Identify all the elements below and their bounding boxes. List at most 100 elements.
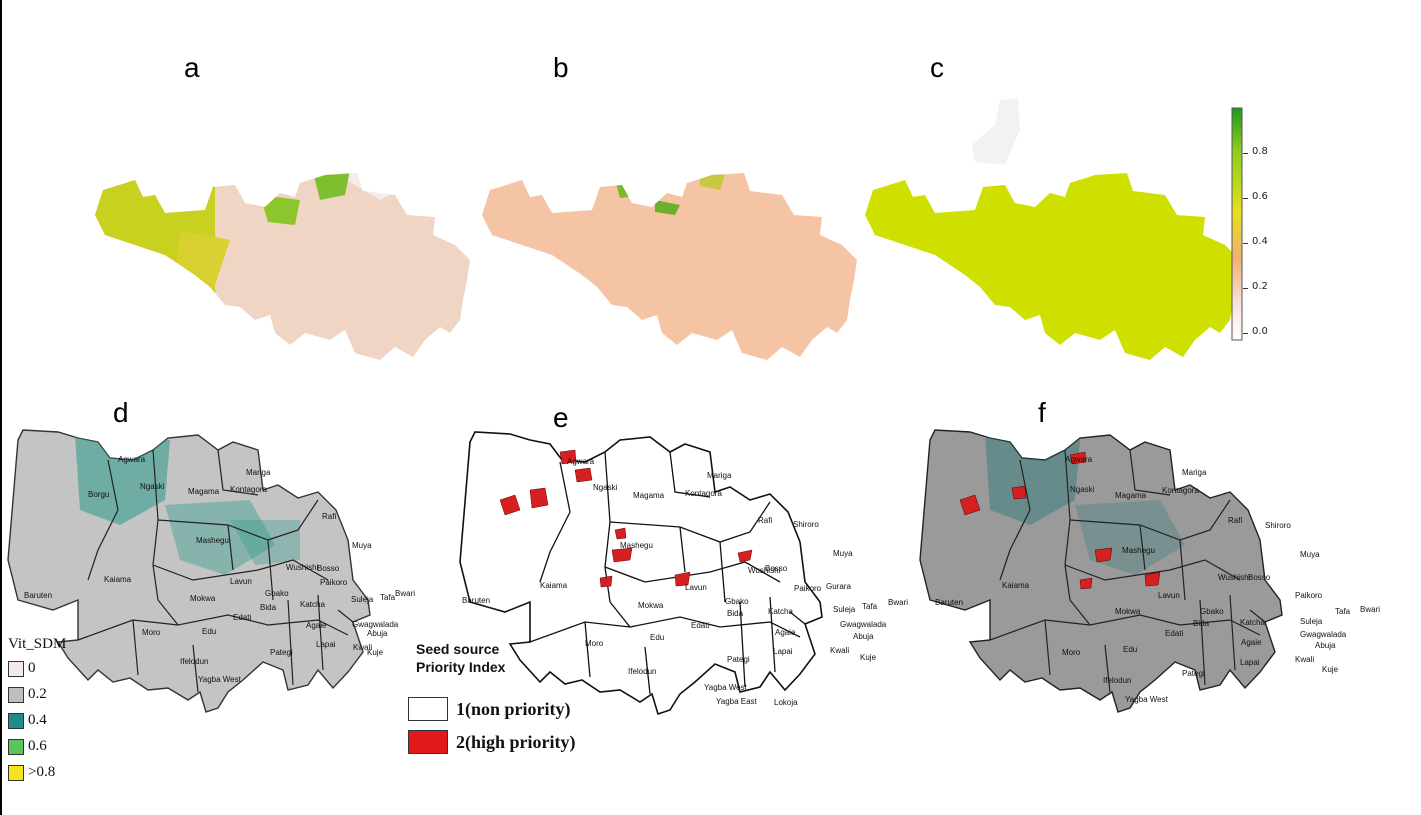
panel-label-a: a <box>184 52 200 83</box>
svg-text:Lavun: Lavun <box>1158 591 1180 600</box>
seed-legend-title: Seed source Priority Index <box>416 640 505 676</box>
svg-text:Bosso: Bosso <box>317 564 340 573</box>
colorbar-tick-label: 0.6 <box>1252 191 1268 202</box>
svg-text:Kwali: Kwali <box>353 643 372 652</box>
svg-text:Katcha: Katcha <box>768 607 793 616</box>
svg-text:Agaie: Agaie <box>306 621 327 630</box>
svg-text:Muya: Muya <box>352 541 372 550</box>
svg-text:Yagba West: Yagba West <box>198 675 242 684</box>
svg-text:Rafi: Rafi <box>322 512 336 521</box>
colorbar-gradient <box>1231 107 1243 341</box>
svg-text:Lavun: Lavun <box>230 577 252 586</box>
svg-text:Gbako: Gbako <box>265 589 289 598</box>
legend-item-label: 0 <box>28 660 36 676</box>
legend-swatch <box>8 660 24 677</box>
svg-text:Ngaski: Ngaski <box>1070 485 1095 494</box>
svg-text:Baruten: Baruten <box>935 598 963 607</box>
svg-text:Rafi: Rafi <box>758 516 772 525</box>
svg-text:Edu: Edu <box>202 627 216 636</box>
svg-text:Suleja: Suleja <box>833 605 856 614</box>
svg-text:Edati: Edati <box>233 613 251 622</box>
svg-text:Kuje: Kuje <box>1322 665 1339 674</box>
svg-text:Mokwa: Mokwa <box>190 594 216 603</box>
svg-text:Kuje: Kuje <box>860 653 877 662</box>
svg-text:Tafa: Tafa <box>862 602 878 611</box>
svg-text:Gwagwalada: Gwagwalada <box>840 620 887 629</box>
svg-text:Edu: Edu <box>1123 645 1137 654</box>
svg-text:Yagba West: Yagba West <box>704 683 748 692</box>
svg-text:Moro: Moro <box>585 639 604 648</box>
legend-item: 0.6 <box>8 738 47 755</box>
panel-d-map: Agwara Borgu Ngaski Magama Mariga Kontag… <box>7 429 415 713</box>
svg-text:Kuje: Kuje <box>367 648 384 657</box>
svg-text:Suleja: Suleja <box>351 595 374 604</box>
svg-text:Ifelodun: Ifelodun <box>180 657 208 666</box>
svg-text:Agwara: Agwara <box>118 455 146 464</box>
svg-text:Moro: Moro <box>1062 648 1081 657</box>
seed-legend-title-line2: Priority Index <box>416 659 506 675</box>
svg-text:Agaie: Agaie <box>775 628 796 637</box>
panel-label-e: e <box>553 402 569 433</box>
svg-text:Yagba East: Yagba East <box>716 697 758 706</box>
svg-text:Wushishi: Wushishi <box>748 566 781 575</box>
svg-text:Suleja: Suleja <box>1300 617 1323 626</box>
svg-text:Mokwa: Mokwa <box>638 601 664 610</box>
svg-text:Magama: Magama <box>633 491 665 500</box>
svg-text:Lapai: Lapai <box>773 647 793 656</box>
svg-text:Ifelodun: Ifelodun <box>628 667 656 676</box>
svg-text:Pategi: Pategi <box>1182 669 1205 678</box>
panel-c-map <box>865 98 1240 360</box>
seed-legend-swatch <box>408 730 448 754</box>
svg-text:Lapai: Lapai <box>316 640 336 649</box>
svg-text:Kwali: Kwali <box>1295 655 1314 664</box>
legend-item-label: 0.6 <box>28 738 47 754</box>
svg-text:Ngaski: Ngaski <box>593 483 618 492</box>
svg-text:Mariga: Mariga <box>707 471 732 480</box>
svg-text:Mashegu: Mashegu <box>196 536 229 545</box>
panel-label-c: c <box>930 52 944 83</box>
colorbar-tick-label: 0.8 <box>1252 146 1268 157</box>
svg-text:Gwagwalada: Gwagwalada <box>1300 630 1347 639</box>
panel-a-map <box>95 173 470 360</box>
svg-text:Paikoro: Paikoro <box>1295 591 1323 600</box>
seed-legend-item-label: 1(non priority) <box>456 698 571 719</box>
svg-text:Kontagora: Kontagora <box>230 485 267 494</box>
legend-item: 0.4 <box>8 712 47 729</box>
panel-d-lga-labels: Agwara Borgu Ngaski Magama Mariga Kontag… <box>24 455 415 684</box>
panel-label-d: d <box>113 397 129 428</box>
svg-text:Mariga: Mariga <box>1182 468 1207 477</box>
svg-text:Mariga: Mariga <box>246 468 271 477</box>
svg-text:Yagba West: Yagba West <box>1125 695 1169 704</box>
svg-text:Ifelodun: Ifelodun <box>1103 676 1131 685</box>
panel-f-priority-patches <box>959 451 1161 590</box>
svg-text:Abuja: Abuja <box>853 632 874 641</box>
svg-text:Gurara: Gurara <box>826 582 851 591</box>
legend-swatch <box>8 764 24 781</box>
svg-text:Edu: Edu <box>650 633 664 642</box>
svg-text:Tafa: Tafa <box>1335 607 1351 616</box>
svg-text:Gbako: Gbako <box>725 597 749 606</box>
svg-text:Pategi: Pategi <box>727 655 750 664</box>
svg-text:Shiroro: Shiroro <box>793 520 819 529</box>
svg-text:Agwara: Agwara <box>1065 455 1093 464</box>
colorbar-tick-label: 0.4 <box>1252 236 1268 247</box>
svg-text:Bida: Bida <box>1193 619 1210 628</box>
figure-left-border <box>0 0 2 815</box>
svg-text:Abuja: Abuja <box>1315 641 1336 650</box>
svg-text:Lokoja: Lokoja <box>774 698 798 707</box>
svg-text:Edati: Edati <box>691 621 709 630</box>
seed-legend-title-line1: Seed source <box>416 641 500 657</box>
svg-text:Abuja: Abuja <box>367 629 388 638</box>
svg-text:Pategi: Pategi <box>270 648 293 657</box>
svg-text:Paikoro: Paikoro <box>794 584 822 593</box>
svg-text:Kaiama: Kaiama <box>540 581 568 590</box>
seed-legend-item: 2(high priority) <box>408 730 576 754</box>
svg-text:Moro: Moro <box>142 628 161 637</box>
svg-text:Bwari: Bwari <box>395 589 415 598</box>
svg-text:Bida: Bida <box>727 609 744 618</box>
svg-text:Mashegu: Mashegu <box>620 541 653 550</box>
svg-text:Kwali: Kwali <box>830 646 849 655</box>
seed-legend-item: 1(non priority) <box>408 697 571 721</box>
svg-text:Kontagora: Kontagora <box>1162 486 1199 495</box>
